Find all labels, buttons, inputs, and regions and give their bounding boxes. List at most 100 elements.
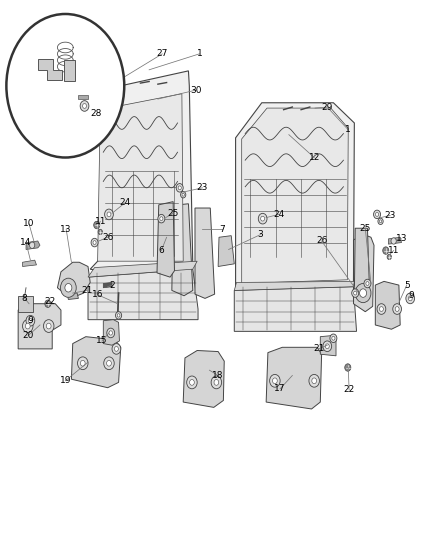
Text: 6: 6 <box>159 246 164 255</box>
Polygon shape <box>22 260 36 266</box>
Circle shape <box>22 320 33 333</box>
Circle shape <box>60 278 76 297</box>
Polygon shape <box>389 237 402 244</box>
Circle shape <box>187 376 197 389</box>
Circle shape <box>353 291 357 295</box>
Text: 25: 25 <box>167 209 179 218</box>
Circle shape <box>104 357 114 369</box>
Text: 19: 19 <box>60 376 71 385</box>
Polygon shape <box>103 320 120 345</box>
Text: 26: 26 <box>102 233 113 242</box>
Circle shape <box>345 364 351 371</box>
Circle shape <box>377 304 386 314</box>
Circle shape <box>105 209 113 220</box>
Text: 16: 16 <box>92 290 103 299</box>
Circle shape <box>190 379 194 385</box>
Polygon shape <box>38 59 62 80</box>
Circle shape <box>258 213 267 224</box>
Circle shape <box>272 378 277 384</box>
Text: 25: 25 <box>360 224 371 233</box>
Polygon shape <box>88 269 198 320</box>
Circle shape <box>323 341 332 352</box>
Text: 24: 24 <box>120 198 131 207</box>
Circle shape <box>395 306 399 311</box>
Polygon shape <box>18 304 61 349</box>
Circle shape <box>107 212 111 217</box>
Circle shape <box>117 314 120 317</box>
Circle shape <box>82 103 86 108</box>
Circle shape <box>80 101 89 111</box>
Polygon shape <box>26 241 40 249</box>
Circle shape <box>332 336 335 340</box>
Circle shape <box>182 193 184 196</box>
Text: 23: 23 <box>197 183 208 192</box>
Circle shape <box>214 379 219 385</box>
Text: 18: 18 <box>212 371 224 380</box>
Polygon shape <box>18 296 33 312</box>
Text: 3: 3 <box>258 230 263 239</box>
Circle shape <box>45 300 51 308</box>
Circle shape <box>330 334 337 343</box>
Text: 17: 17 <box>274 384 286 393</box>
Polygon shape <box>320 336 336 356</box>
Text: 13: 13 <box>60 225 72 234</box>
Polygon shape <box>195 208 215 298</box>
Text: 21: 21 <box>313 344 324 353</box>
Text: 26: 26 <box>316 237 327 246</box>
Circle shape <box>360 289 367 297</box>
Text: 21: 21 <box>81 286 93 295</box>
Polygon shape <box>157 201 174 277</box>
Text: 5: 5 <box>404 280 410 289</box>
Circle shape <box>387 254 392 260</box>
Circle shape <box>378 218 383 224</box>
Circle shape <box>379 306 383 311</box>
Circle shape <box>7 14 124 158</box>
Circle shape <box>93 241 96 245</box>
Circle shape <box>46 323 51 329</box>
Text: 11: 11 <box>95 217 106 226</box>
Circle shape <box>393 304 402 314</box>
Circle shape <box>178 186 181 190</box>
Circle shape <box>408 296 412 301</box>
Polygon shape <box>242 108 348 284</box>
Circle shape <box>65 284 72 292</box>
Circle shape <box>112 344 121 354</box>
Polygon shape <box>236 103 354 298</box>
Polygon shape <box>234 281 354 290</box>
Circle shape <box>28 318 32 323</box>
Text: 12: 12 <box>308 153 320 162</box>
Circle shape <box>180 191 186 198</box>
Circle shape <box>374 210 381 219</box>
Polygon shape <box>266 348 321 409</box>
Polygon shape <box>67 293 78 300</box>
Polygon shape <box>78 95 88 99</box>
Circle shape <box>211 376 222 389</box>
Circle shape <box>29 242 35 248</box>
Text: 9: 9 <box>28 316 33 325</box>
Circle shape <box>352 289 359 297</box>
Text: 23: 23 <box>385 211 396 220</box>
Circle shape <box>270 374 280 387</box>
Circle shape <box>176 183 183 192</box>
Polygon shape <box>64 60 75 82</box>
Circle shape <box>26 316 35 326</box>
Circle shape <box>25 323 30 329</box>
Circle shape <box>312 378 317 384</box>
Polygon shape <box>71 337 121 387</box>
Polygon shape <box>353 235 374 312</box>
Polygon shape <box>103 282 112 288</box>
Text: 22: 22 <box>343 385 355 394</box>
Text: 14: 14 <box>20 238 32 247</box>
Polygon shape <box>98 94 183 261</box>
Circle shape <box>406 293 415 304</box>
Circle shape <box>98 229 102 235</box>
Polygon shape <box>375 281 400 329</box>
Polygon shape <box>183 351 224 407</box>
Polygon shape <box>354 228 370 300</box>
Text: 20: 20 <box>22 331 34 340</box>
Polygon shape <box>57 262 90 298</box>
Text: 7: 7 <box>219 225 226 234</box>
Text: 15: 15 <box>96 336 108 345</box>
Text: 28: 28 <box>90 109 102 118</box>
Text: 13: 13 <box>396 235 407 244</box>
